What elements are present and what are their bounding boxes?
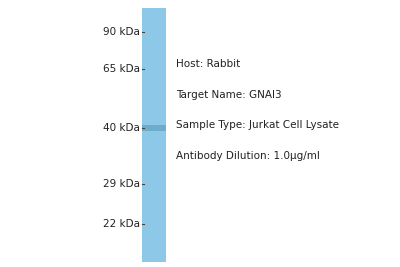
Text: 29 kDa: 29 kDa xyxy=(103,179,140,189)
Text: 90 kDa: 90 kDa xyxy=(103,27,140,37)
Text: Target Name: GNAI3: Target Name: GNAI3 xyxy=(176,90,282,100)
Bar xyxy=(142,125,166,131)
Bar xyxy=(142,8,166,262)
Text: Sample Type: Jurkat Cell Lysate: Sample Type: Jurkat Cell Lysate xyxy=(176,120,339,131)
Text: 22 kDa: 22 kDa xyxy=(103,219,140,229)
Text: Host: Rabbit: Host: Rabbit xyxy=(176,59,240,69)
Text: 65 kDa: 65 kDa xyxy=(103,64,140,74)
Text: 40 kDa: 40 kDa xyxy=(103,123,140,133)
Text: Antibody Dilution: 1.0µg/ml: Antibody Dilution: 1.0µg/ml xyxy=(176,151,320,161)
